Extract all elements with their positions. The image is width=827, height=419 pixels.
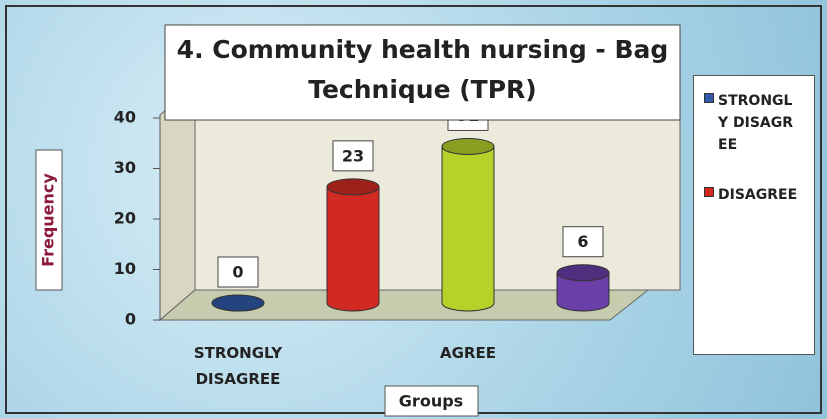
cylinder [211,294,265,312]
data-label: 6 [577,232,588,251]
x-tick-label: STRONGLY DISAGREE [193,344,283,388]
cylinder [556,264,610,312]
data-label: 0 [232,263,243,282]
legend-label: DISAGREE [718,187,798,203]
title-box [164,24,681,121]
y-tick-label: 10 [114,259,136,278]
legend-entry: STRONGLY DISAGREE [704,90,808,156]
data-label-box [562,226,604,258]
floor [158,289,650,321]
cylinder-body [556,272,610,312]
data-label: 23 [342,146,364,165]
y-label-box [35,149,63,291]
y-tick-label: 0 [125,310,136,329]
y-tick-label: 40 [114,108,136,127]
legend-swatch [704,93,714,103]
cylinder-top [556,264,610,282]
x-label-box [384,385,479,417]
x-tick-wrap: STRONGLY DISAGREE [193,344,283,388]
cylinder [441,137,495,312]
cylinder-top [441,137,495,155]
cylinder [326,178,380,312]
cylinder-top [326,178,380,196]
y-tick-label: 30 [114,158,136,177]
legend: STRONGLY DISAGREE DISAGREE [693,75,815,355]
legend-swatch [704,187,714,197]
cylinder-body [326,186,380,312]
data-label-box [217,256,259,288]
legend-entry: DISAGREE [704,184,808,206]
data-label-box [332,140,374,172]
x-tick-wrap: AGREE [440,344,496,362]
cylinder-body [441,145,495,312]
x-axis-label: Groups [399,392,463,411]
y-axis-label: Frequency [39,173,58,267]
y-tick-label: 20 [114,209,136,228]
cylinder-top [211,294,265,312]
title-wrap: 4. Community health nursing - Bag Techni… [176,35,669,104]
x-tick-label: AGREE [440,344,496,362]
legend-label: STRONGLY DISAGREE [718,93,794,153]
chart-title: 4. Community health nursing - Bag Techni… [176,35,669,104]
